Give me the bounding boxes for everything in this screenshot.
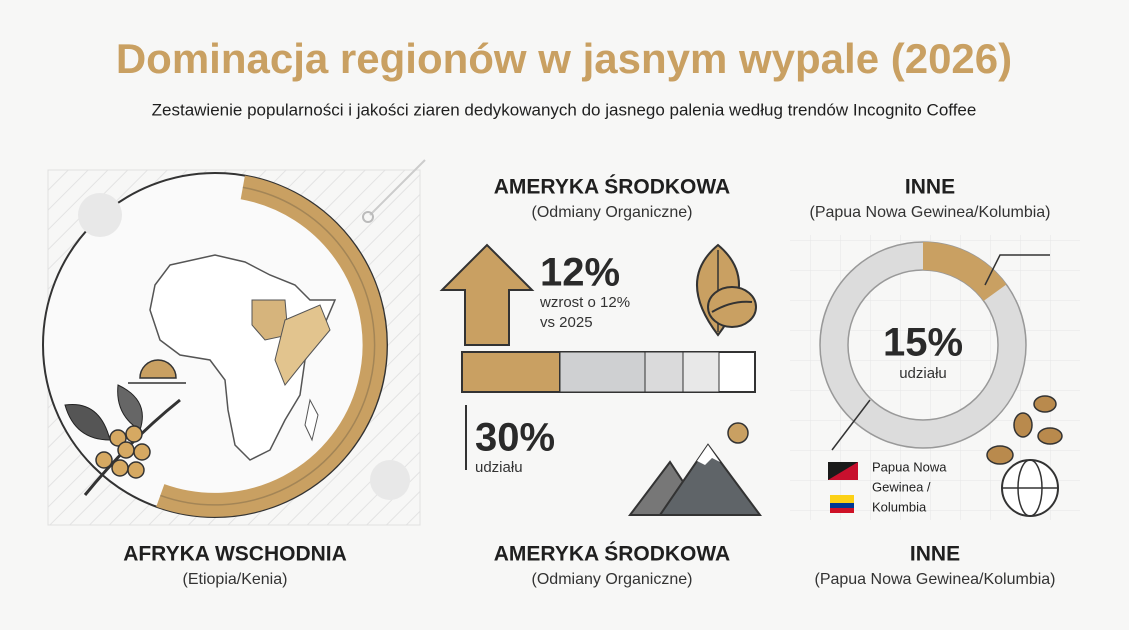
growth-text: wzrost o 12% bbox=[539, 294, 630, 311]
region-sublabel: (Papua Nowa Gewinea/Kolumbia) bbox=[809, 204, 1050, 221]
panel-africa: AFRYKA WSCHODNIA (Etiopia/Kenia) bbox=[42, 159, 426, 588]
region-label: AMERYKA ŚRODKOWA bbox=[494, 175, 730, 199]
region-label: AMERYKA ŚRODKOWA bbox=[494, 542, 730, 566]
title: Dominacja regionów w jasnym wypale (2026… bbox=[116, 35, 1012, 82]
share-text: udziału bbox=[475, 459, 523, 476]
growth-value: 12% bbox=[540, 251, 620, 295]
subtitle: Zestawienie popularności i jakości ziare… bbox=[152, 100, 977, 119]
panel-central-america: AMERYKA ŚRODKOWA (Odmiany Organiczne) 12… bbox=[439, 175, 762, 588]
panel-other: INNE (Papua Nowa Gewinea/Kolumbia) 15% u… bbox=[790, 176, 1080, 588]
region-label: INNE bbox=[905, 176, 955, 199]
region-sublabel: (Odmiany Organiczne) bbox=[532, 204, 693, 221]
legend-text: Kolumbia bbox=[872, 499, 927, 514]
share-value: 15% bbox=[883, 321, 963, 365]
region-sublabel: (Etiopia/Kenia) bbox=[183, 571, 288, 588]
legend-text: Gewinea / bbox=[872, 479, 931, 494]
growth-text: vs 2025 bbox=[540, 314, 593, 331]
legend-text: Papua Nowa bbox=[872, 459, 947, 474]
region-label: AFRYKA WSCHODNIA bbox=[123, 543, 347, 566]
region-label: INNE bbox=[910, 543, 960, 566]
share-value: 30% bbox=[475, 416, 555, 460]
share-text: udziału bbox=[899, 365, 947, 382]
region-sublabel: (Odmiany Organiczne) bbox=[532, 571, 693, 588]
region-sublabel: (Papua Nowa Gewinea/Kolumbia) bbox=[814, 571, 1055, 588]
